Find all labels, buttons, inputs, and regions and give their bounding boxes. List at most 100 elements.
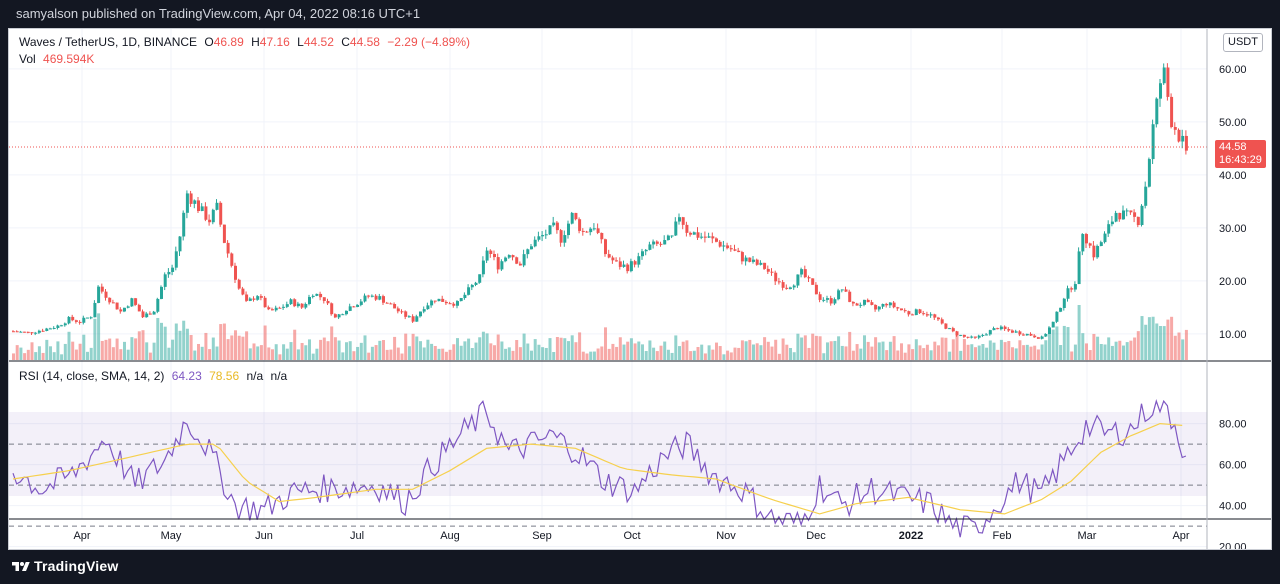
candle-body: [211, 209, 215, 223]
volume-bar: [271, 349, 274, 360]
candle-body: [774, 272, 778, 282]
candle-body: [770, 271, 774, 273]
candle-body: [685, 224, 689, 233]
candle-body: [219, 202, 223, 225]
candle-body: [800, 269, 804, 275]
candle-body: [382, 296, 385, 303]
volume-bar: [1184, 329, 1188, 360]
volume-bar: [1011, 347, 1014, 360]
price-tick-label: 40.00: [1219, 170, 1247, 182]
candle-body: [1055, 311, 1059, 322]
currency-badge[interactable]: USDT: [1223, 33, 1263, 52]
volume-bar: [759, 345, 763, 360]
candle-body: [863, 299, 866, 305]
candle-body: [352, 306, 356, 308]
candle-body: [792, 285, 796, 288]
rsi-title[interactable]: RSI (14, close, SMA, 14, 2): [19, 369, 165, 383]
volume-bar: [15, 345, 19, 360]
candle-body: [467, 287, 471, 295]
volume-bar: [12, 353, 15, 360]
candle-body: [178, 236, 182, 252]
volume-bar: [341, 352, 345, 360]
volume-bar: [507, 347, 511, 360]
rsi-na-2: n/a: [270, 369, 288, 383]
candle-body: [574, 212, 578, 220]
volume-bar: [689, 351, 693, 360]
volume-bar: [71, 341, 75, 360]
candle-body: [907, 311, 911, 315]
volume-bar: [877, 342, 881, 360]
candle-body: [119, 309, 123, 312]
volume-bar: [1055, 326, 1059, 360]
volume-bar: [452, 344, 456, 360]
candle-body: [500, 261, 504, 270]
candle-body: [163, 274, 167, 287]
volume-bar: [826, 342, 829, 360]
volume-bar: [855, 344, 859, 360]
candle-body: [271, 309, 274, 311]
volume-bar: [78, 343, 82, 360]
price-candles: [12, 63, 1188, 340]
symbol-title[interactable]: Waves / TetherUS, 1D, BINANCE: [19, 35, 198, 49]
candle-body: [851, 301, 855, 304]
candle-body: [1014, 331, 1018, 333]
volume-bar: [837, 336, 841, 360]
volume-bar: [115, 338, 119, 360]
volume-bar: [807, 347, 811, 360]
volume-bar: [389, 349, 393, 360]
volume-bar: [156, 317, 160, 360]
candle-body: [951, 328, 955, 332]
candle-body: [248, 298, 252, 301]
candle-body: [892, 302, 896, 308]
volume-bar: [415, 336, 419, 360]
volume-bar: [45, 339, 49, 360]
volume-bar: [700, 344, 704, 360]
volume-bar: [814, 335, 818, 360]
candle-body: [648, 244, 652, 250]
tradingview-logo-icon[interactable]: [12, 559, 30, 575]
volume-bar: [1096, 336, 1100, 360]
open-value: 46.89: [213, 35, 244, 49]
candle-body: [840, 289, 844, 291]
candle-body: [241, 288, 245, 295]
volume-bar: [226, 339, 230, 360]
candle-body: [1177, 129, 1181, 142]
volume-bar: [988, 340, 992, 360]
volume-bar: [1122, 345, 1125, 360]
volume-bar: [441, 348, 445, 360]
candle-body: [759, 262, 763, 265]
chart-canvas[interactable]: 10.00 20.00 30.00 40.00 50.00 60.00 20.00 40.0…: [9, 29, 1271, 549]
volume-bar: [955, 331, 959, 360]
candle-body: [826, 298, 829, 300]
price-tick-label: 20.00: [1219, 276, 1247, 288]
volume-bar: [796, 333, 800, 360]
volume-bar: [67, 331, 71, 360]
volume-bar: [970, 344, 974, 360]
candle-body: [848, 291, 852, 302]
volume-bar: [818, 336, 822, 360]
candle-body: [493, 254, 496, 258]
candle-body: [415, 316, 419, 322]
candle-body: [367, 295, 371, 297]
candle-body: [785, 287, 789, 289]
volume-bar: [1029, 346, 1033, 360]
candle-body: [1184, 135, 1188, 151]
candle-body: [60, 325, 64, 327]
chart-frame[interactable]: 10.00 20.00 30.00 40.00 50.00 60.00 20.00 40.0…: [8, 28, 1272, 550]
candle-body: [803, 269, 807, 278]
brand-name[interactable]: TradingView: [34, 558, 119, 574]
candle-body: [193, 200, 197, 204]
volume-bar: [193, 350, 197, 360]
candle-body: [526, 249, 530, 255]
volume-bar: [356, 346, 360, 360]
candle-body: [707, 236, 711, 238]
volume-bar: [171, 339, 175, 360]
volume-bar: [448, 349, 452, 360]
time-tick-label: Jul: [350, 530, 364, 542]
volume-bar: [419, 341, 422, 360]
rsi-line: [12, 399, 1187, 538]
candle-body: [30, 332, 34, 334]
volume-label[interactable]: Vol: [19, 52, 36, 66]
price-tick-label: 50.00: [1219, 117, 1247, 129]
volume-bar: [1088, 350, 1092, 360]
